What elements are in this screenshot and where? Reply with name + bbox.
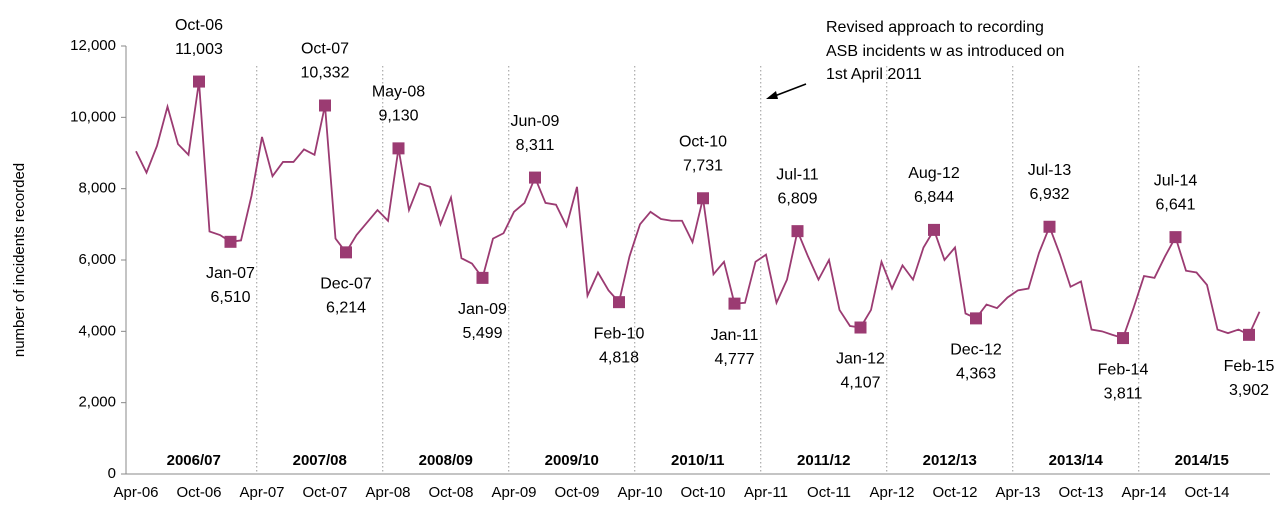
point-marker — [224, 235, 237, 248]
x-tick-label: Apr-08 — [365, 484, 410, 501]
point-marker — [613, 296, 625, 309]
x-tick-label: Oct-12 — [932, 484, 977, 501]
period-label: 2014/15 — [1175, 452, 1229, 469]
point-marker — [319, 99, 331, 112]
x-tick-label: Oct-07 — [302, 484, 347, 501]
value-label: 6,809 — [777, 190, 817, 207]
period-label: 2007/08 — [293, 452, 347, 469]
point-marker — [697, 192, 709, 205]
y-tick-label: 10,000 — [70, 108, 116, 125]
point-label: May-08 — [372, 84, 425, 101]
point-label: Jan-12 — [836, 351, 885, 368]
series-line — [135, 81, 1261, 340]
value-label: 8,311 — [516, 137, 555, 154]
x-tick-label: Oct-13 — [1058, 484, 1103, 501]
value-label: 7,731 — [683, 157, 723, 174]
y-tick-label: 12,000 — [70, 37, 116, 54]
period-label: 2008/09 — [419, 452, 473, 469]
period-label: 2009/10 — [545, 452, 599, 469]
point-label: Jul-13 — [1028, 162, 1072, 179]
point-marker — [970, 312, 982, 325]
x-tick-label: Oct-08 — [428, 484, 473, 501]
value-label: 5,499 — [462, 325, 502, 342]
x-tick-label: Oct-10 — [680, 484, 725, 501]
point-marker — [1117, 332, 1129, 345]
point-label: Jul-14 — [1154, 172, 1198, 189]
value-label: 4,818 — [599, 349, 639, 366]
point-label: Dec-07 — [320, 276, 372, 293]
period-label: 2011/12 — [797, 452, 850, 469]
point-label: Jan-11 — [711, 327, 759, 344]
value-label: 6,844 — [914, 189, 954, 206]
x-tick-label: Oct-06 — [176, 484, 221, 501]
annotation-arrow — [771, 83, 807, 98]
point-marker — [1169, 231, 1182, 244]
point-label: Feb-10 — [594, 325, 645, 342]
x-tick-label: Apr-14 — [1121, 484, 1166, 501]
value-label: 4,107 — [840, 375, 880, 392]
annotation-arrowhead — [766, 91, 778, 99]
value-label: 6,214 — [326, 300, 366, 317]
value-label: 6,641 — [1155, 196, 1195, 213]
point-label: Dec-12 — [950, 342, 1002, 359]
point-label: Jan-09 — [458, 301, 507, 318]
point-marker — [1243, 328, 1255, 341]
value-label: 3,902 — [1229, 382, 1269, 399]
y-tick-label: 2,000 — [78, 394, 116, 411]
point-label: Oct-06 — [175, 17, 223, 34]
x-tick-label: Oct-14 — [1184, 484, 1229, 501]
y-tick-label: 0 — [108, 465, 116, 482]
point-label: Oct-07 — [301, 41, 349, 58]
x-tick-label: Apr-06 — [113, 484, 158, 501]
point-label: Oct-10 — [679, 133, 727, 150]
x-tick-label: Apr-07 — [239, 484, 284, 501]
value-label: 3,811 — [1104, 385, 1143, 402]
value-label: 10,332 — [301, 65, 350, 82]
value-label: 9,130 — [378, 108, 418, 125]
x-tick-label: Apr-10 — [617, 484, 662, 501]
value-label: 6,510 — [210, 289, 250, 306]
point-marker — [928, 223, 940, 236]
point-marker — [340, 246, 352, 259]
point-marker — [791, 225, 804, 238]
point-label: Jul-11 — [776, 166, 818, 183]
period-label: 2010/11 — [671, 452, 724, 469]
x-tick-label: Oct-09 — [554, 484, 599, 501]
annotation: ASB incidents w as introduced on — [826, 43, 1064, 60]
point-label: Feb-15 — [1224, 358, 1275, 375]
point-label: Jan-07 — [206, 265, 255, 282]
point-marker — [392, 142, 405, 155]
y-axis-label: number of incidents recorded — [11, 163, 28, 357]
period-label: 2006/07 — [167, 452, 221, 469]
point-marker — [476, 271, 489, 284]
annotation: Revised approach to recording — [826, 19, 1044, 36]
x-tick-label: Apr-09 — [491, 484, 536, 501]
x-tick-label: Oct-11 — [807, 484, 851, 501]
annotation: 1st April 2011 — [826, 66, 922, 83]
point-marker — [193, 75, 205, 88]
value-label: 4,363 — [956, 366, 996, 383]
x-tick-label: Apr-12 — [869, 484, 914, 501]
x-tick-label: Apr-11 — [744, 484, 788, 501]
point-label: Jun-09 — [511, 113, 560, 130]
y-tick-label: 8,000 — [78, 180, 116, 197]
period-label: 2012/13 — [923, 452, 977, 469]
point-marker — [1043, 220, 1056, 233]
point-label: Feb-14 — [1098, 361, 1149, 378]
y-tick-label: 4,000 — [78, 322, 116, 339]
x-tick-label: Apr-13 — [995, 484, 1040, 501]
point-marker — [854, 321, 867, 334]
value-label: 4,777 — [714, 351, 754, 368]
value-label: 6,932 — [1029, 186, 1069, 203]
value-label: 11,003 — [175, 41, 223, 58]
point-marker — [529, 171, 541, 184]
point-label: Aug-12 — [908, 165, 960, 182]
point-marker — [728, 297, 741, 310]
y-tick-label: 6,000 — [78, 251, 116, 268]
period-label: 2013/14 — [1049, 452, 1104, 469]
